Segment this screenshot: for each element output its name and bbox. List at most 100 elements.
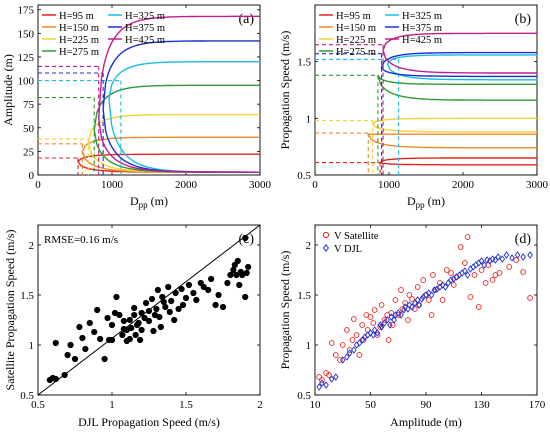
panel-label: (a)	[238, 12, 254, 27]
y-tick-label: 1	[306, 340, 312, 352]
scatter-point	[230, 266, 237, 274]
scatter-point-djl	[409, 303, 415, 311]
scatter-point-satellite	[405, 317, 411, 323]
scatter-point-djl	[431, 286, 438, 294]
y-tick-label: 2	[29, 240, 35, 252]
scatter-point-satellite	[464, 234, 471, 240]
legend-label: H=95 m	[59, 11, 94, 22]
scatter-point	[154, 286, 161, 294]
scatter-point-djl	[328, 375, 335, 383]
series-line	[382, 32, 537, 74]
y-axis-label: Propagation Speed (m/s)	[278, 251, 292, 370]
x-axis-label-unit: (m)	[148, 194, 168, 208]
scatter-point	[113, 293, 120, 301]
scatter-point-djl	[478, 257, 485, 265]
scatter-point-satellite	[398, 287, 404, 293]
scatter-point-satellite	[489, 277, 496, 283]
scatter-point-djl	[464, 271, 471, 279]
legend-label: H=325 m	[402, 11, 442, 22]
series-6	[315, 51, 537, 175]
x-axis-label-sub: pp	[416, 200, 426, 210]
y-tick-label: 1.5	[297, 290, 311, 302]
x-tick-label: 1000	[101, 179, 124, 191]
scatter-point-satellite	[443, 267, 450, 273]
series-7	[38, 15, 260, 175]
panel-label: (d)	[515, 232, 532, 247]
x-axis-label-unit: (m)	[425, 194, 445, 208]
scatter-point-satellite	[462, 260, 468, 266]
scatter-point-djl	[442, 283, 449, 291]
legend-marker-diamond	[322, 243, 330, 253]
y-tick-label: 125	[18, 52, 35, 64]
series-5	[38, 61, 260, 175]
scatter-point-djl	[509, 254, 515, 262]
scatter-point-djl	[381, 319, 388, 327]
y-tick-label: 175	[18, 5, 35, 17]
scatter-point-djl	[412, 299, 418, 307]
scatter-point-satellite	[457, 244, 464, 250]
scatter-point-satellite	[377, 324, 384, 330]
scatter-point-djl	[489, 255, 496, 263]
y-tick-label: 0.5	[297, 390, 311, 402]
scatter-point-djl	[395, 309, 402, 317]
series-3	[315, 117, 537, 175]
series-line	[386, 54, 537, 81]
y-tick-label: 2	[306, 240, 312, 252]
scatter-point	[116, 311, 123, 319]
scatter-point	[120, 317, 127, 325]
scatter-point	[233, 271, 240, 279]
scatter-point	[243, 269, 250, 277]
y-axis-label: Propagation Speed (m/s)	[278, 31, 292, 150]
scatter-point	[126, 335, 133, 343]
series-line	[93, 84, 260, 173]
scatter-point-satellite	[356, 352, 363, 358]
scatter-point	[242, 293, 249, 301]
plot-frame	[37, 224, 261, 396]
series-line	[378, 157, 537, 166]
scatter-point-djl	[445, 279, 451, 287]
scatter-point-djl	[371, 326, 378, 334]
scatter-point-satellite	[359, 322, 366, 328]
scatter-point	[219, 303, 227, 311]
scatter-point-satellite	[513, 257, 520, 263]
scatter-point-djl	[323, 381, 329, 389]
legend-label: H=325 m	[125, 11, 165, 22]
scatter-point	[215, 291, 222, 299]
scatter-point-djl	[339, 356, 346, 364]
y-tick-label: 1	[306, 113, 312, 125]
scatter-point-satellite	[467, 294, 474, 300]
y-tick-label: 0.5	[297, 170, 311, 182]
scatter-point	[119, 331, 126, 339]
scatter-point	[145, 317, 153, 325]
x-tick-label: 1000	[378, 179, 401, 191]
panel-label: (b)	[515, 12, 532, 27]
scatter-point	[227, 271, 234, 279]
scatter-point-satellite	[430, 272, 436, 278]
x-tick-label: 10	[310, 399, 322, 411]
scatter-point-djl	[514, 251, 521, 259]
y-axis-label: Amplitude (m)	[1, 54, 15, 126]
series-1	[315, 157, 537, 175]
scatter-point	[76, 323, 83, 331]
scatter-point	[182, 294, 190, 302]
scatter-point-djl	[426, 289, 432, 297]
scatter-point	[245, 263, 252, 271]
scatter-point-djl	[384, 316, 390, 324]
scatter-point	[148, 295, 156, 303]
y-axis-label: Satellite Propagation Speed (m/s)	[3, 230, 17, 391]
x-axis-label-main: D	[407, 194, 416, 208]
series-5	[315, 54, 537, 175]
panel-a: 0 1000 2000 3000 0 25 50 75 100 125 150 175 Dpp (m) A…	[1, 4, 272, 210]
series-line	[102, 40, 260, 173]
legend-label: H=225 m	[336, 35, 376, 46]
scatter-point-djl	[356, 339, 363, 347]
scatter-point-satellite	[406, 292, 413, 298]
scatter-point-satellite	[439, 297, 446, 303]
legend-label: H=375 m	[402, 23, 442, 34]
x-tick-label: 3000	[526, 179, 549, 191]
x-tick-label: 0.5	[31, 399, 45, 411]
scatter-point-djl	[319, 379, 325, 387]
scatter-point-satellite	[385, 337, 392, 343]
scatter-point	[67, 341, 74, 349]
scatter-point	[142, 299, 150, 307]
